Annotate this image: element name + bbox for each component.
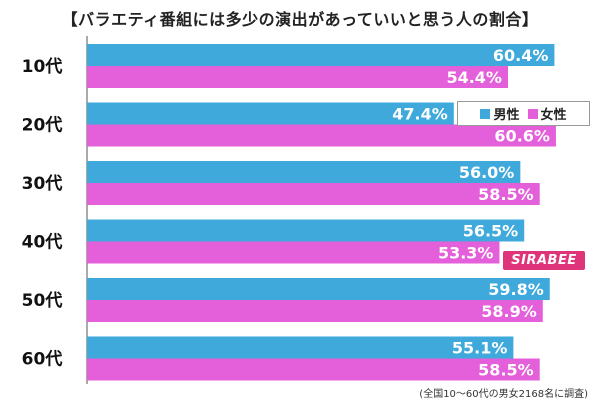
legend-item-female: 女性 [527,104,567,123]
category-label: 30代 [22,173,63,194]
data-label-female: 58.5% [478,361,534,380]
bar-female [87,66,508,88]
category-label: 40代 [22,232,63,253]
category-label: 10代 [22,56,63,77]
bar-female [87,241,500,264]
bar-male [87,336,514,359]
data-label-male: 56.0% [459,163,515,182]
data-label-female: 54.4% [446,68,502,87]
data-label-female: 58.5% [478,185,534,204]
category-label: 60代 [22,349,63,370]
data-label-male: 59.8% [488,280,544,299]
data-label-male: 47.4% [392,105,448,124]
bar-female [87,300,543,322]
chart-title: 【バラエティ番組には多少の演出があっていいと思う人の割合】 [61,10,539,29]
data-label-male: 55.1% [452,339,508,358]
data-label-female: 58.9% [481,302,537,321]
bar-female [87,358,540,381]
bar-female [87,124,556,147]
legend-item-male: 男性 [480,104,520,123]
category-label: 20代 [22,115,63,136]
bar-male [87,278,550,300]
bar-male [87,102,454,125]
legend-label-female: 女性 [540,108,567,123]
data-label-male: 60.4% [493,46,549,65]
legend-swatch-male [480,108,491,119]
footnote: (全国10～60代の男女2168名に調査) [419,389,588,400]
legend-label-male: 男性 [493,108,520,123]
data-label-female: 53.3% [438,244,494,263]
bar-male [87,161,521,183]
bar-male [87,44,555,66]
bar-male [87,219,525,242]
data-label-female: 60.6% [494,127,550,146]
sirabee-logo: SIRABEE [503,251,585,270]
category-label: 50代 [22,290,63,311]
data-label-male: 56.5% [463,222,519,241]
legend: 男性 女性 [457,101,590,126]
bar-female [87,183,540,205]
legend-swatch-female [527,108,538,119]
